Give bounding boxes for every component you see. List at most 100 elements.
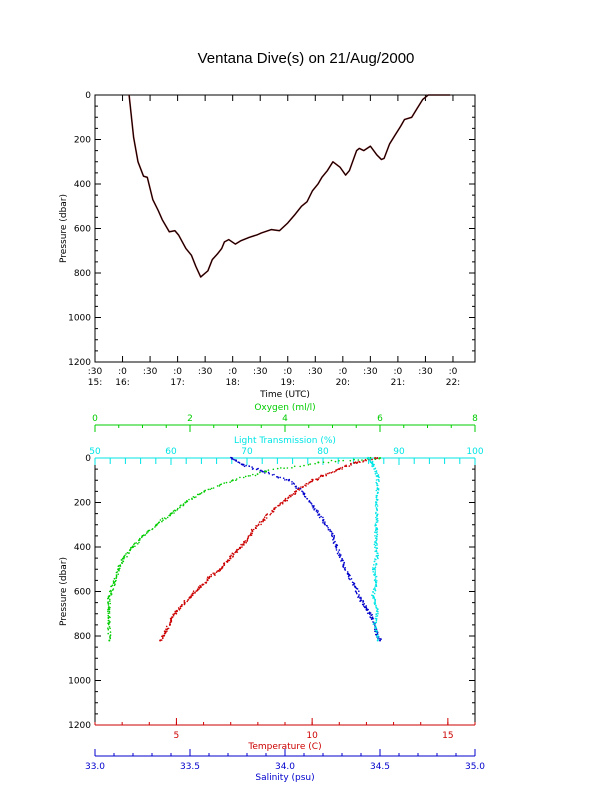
- data-point-temperature: [188, 597, 190, 599]
- data-point-temperature: [255, 527, 257, 529]
- data-point-oxygen: [107, 623, 110, 626]
- data-point-temperature: [260, 520, 263, 523]
- plot1-x-tick-label-hour: 19:: [281, 378, 295, 388]
- data-point-salinity: [293, 483, 296, 485]
- data-point-transmission: [375, 564, 377, 566]
- data-point-transmission: [375, 532, 378, 534]
- data-point-oxygen: [138, 541, 140, 544]
- data-point-salinity: [360, 597, 362, 600]
- plot1-x-tick-label-hour: 22:: [446, 378, 460, 388]
- data-point-temperature: [290, 494, 293, 496]
- data-point-temperature: [316, 479, 319, 481]
- data-point-oxygen: [141, 534, 144, 537]
- axis-tick-label-salinity: 35.0: [465, 762, 485, 772]
- data-point-temperature: [163, 632, 166, 634]
- data-point-oxygen: [125, 553, 127, 555]
- data-point-oxygen: [113, 584, 116, 587]
- data-point-oxygen: [109, 616, 111, 619]
- data-point-salinity: [297, 487, 300, 489]
- data-point-oxygen: [196, 493, 199, 496]
- plot1-y-tick-label: 600: [74, 225, 91, 235]
- data-point-transmission: [374, 576, 377, 578]
- data-point-transmission: [375, 581, 378, 584]
- data-point-salinity: [362, 604, 365, 606]
- data-point-transmission: [372, 588, 375, 590]
- plot1-y-tick-label: 400: [74, 180, 91, 190]
- data-point-salinity: [327, 527, 329, 529]
- data-point-transmission: [376, 505, 379, 507]
- data-point-oxygen: [212, 487, 215, 489]
- data-point-temperature: [319, 475, 322, 478]
- data-point-temperature: [330, 471, 333, 474]
- data-point-salinity: [273, 473, 275, 476]
- data-point-transmission: [373, 543, 376, 546]
- data-point-salinity: [338, 553, 341, 555]
- data-point-salinity: [375, 634, 378, 636]
- data-point-temperature: [195, 590, 197, 592]
- data-point-transmission: [376, 533, 379, 536]
- data-point-salinity: [261, 470, 264, 473]
- data-point-salinity: [240, 463, 243, 466]
- data-point-transmission: [376, 547, 379, 549]
- data-point-salinity: [295, 485, 298, 488]
- data-point-oxygen: [110, 589, 112, 592]
- data-point-salinity: [332, 539, 334, 541]
- data-point-oxygen: [144, 534, 147, 536]
- data-point-transmission: [368, 459, 371, 462]
- data-point-temperature: [206, 579, 209, 582]
- data-point-temperature: [166, 628, 168, 631]
- data-point-oxygen: [293, 465, 296, 468]
- data-point-oxygen: [276, 467, 279, 470]
- data-point-salinity: [342, 566, 345, 568]
- data-point-transmission: [374, 544, 377, 547]
- data-point-temperature: [190, 594, 193, 596]
- data-point-transmission: [374, 525, 376, 527]
- data-point-oxygen: [110, 594, 112, 596]
- data-point-transmission: [374, 531, 376, 533]
- data-point-salinity: [268, 472, 271, 475]
- axis-tick-label-salinity: 33.0: [85, 762, 105, 772]
- data-point-temperature: [284, 499, 286, 502]
- data-point-salinity: [251, 468, 254, 470]
- data-point-transmission: [375, 615, 377, 618]
- series-temperature: [159, 456, 379, 642]
- data-point-temperature: [252, 528, 255, 531]
- data-point-oxygen: [107, 607, 110, 609]
- data-point-transmission: [376, 514, 378, 517]
- data-point-oxygen: [161, 517, 164, 520]
- data-point-oxygen: [239, 476, 241, 479]
- data-point-oxygen: [231, 479, 234, 482]
- plot2-y-tick-label: 0: [85, 454, 91, 464]
- plot2-y-tick-label: 800: [74, 632, 91, 642]
- data-point-temperature: [212, 572, 214, 574]
- data-point-salinity: [282, 477, 285, 480]
- data-point-transmission: [375, 539, 378, 542]
- data-point-temperature: [339, 467, 342, 469]
- data-point-transmission: [376, 484, 378, 487]
- axis-tick-label-transmission: 70: [241, 447, 253, 457]
- data-point-salinity: [238, 462, 241, 464]
- data-point-temperature: [199, 586, 202, 588]
- data-point-temperature: [179, 607, 182, 610]
- series-oxygen: [107, 456, 381, 642]
- data-point-temperature: [213, 573, 215, 576]
- data-point-salinity: [304, 496, 307, 498]
- data-point-transmission: [376, 499, 379, 501]
- data-point-oxygen: [223, 482, 225, 484]
- data-point-temperature: [165, 625, 168, 628]
- data-point-transmission: [373, 596, 376, 599]
- plot1-series-line: [128, 94, 451, 278]
- data-point-temperature: [364, 458, 367, 461]
- data-point-salinity: [324, 523, 326, 526]
- data-point-oxygen: [188, 498, 190, 501]
- data-point-oxygen: [114, 580, 117, 583]
- data-point-salinity: [338, 556, 341, 559]
- data-point-transmission: [375, 620, 378, 622]
- data-point-salinity: [344, 569, 347, 571]
- plot1-x-tick-label-minute: :30: [418, 367, 433, 377]
- data-point-salinity: [284, 479, 286, 481]
- data-point-transmission: [371, 460, 374, 463]
- axis-tick-label-temperature: 5: [174, 731, 180, 741]
- plot1-y-tick-label: 1200: [68, 358, 91, 368]
- data-point-temperature: [305, 482, 308, 485]
